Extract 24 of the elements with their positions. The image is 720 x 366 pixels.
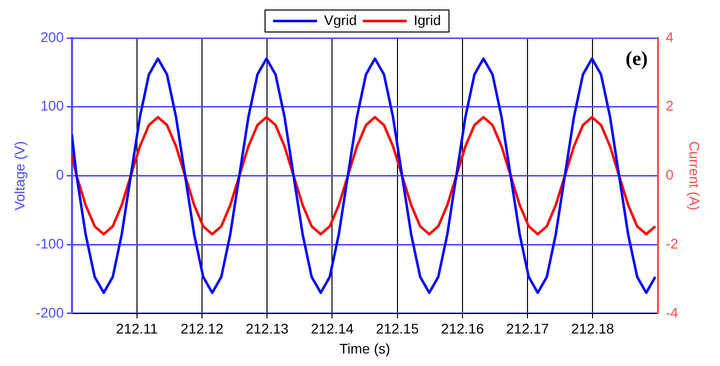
- x-tick-label: 212.18: [571, 320, 614, 337]
- y-tick-label: 200: [40, 28, 64, 45]
- y2-axis-title: Current (A): [686, 141, 703, 210]
- y2-tick-label: 4: [666, 28, 674, 45]
- y-axis-title: Voltage (V): [11, 141, 28, 210]
- x-tick-label: 212.12: [180, 320, 224, 337]
- y-tick-label: 0: [56, 166, 64, 183]
- x-tick-label: 212.14: [310, 320, 354, 337]
- x-axis-title: Time (s): [339, 340, 390, 356]
- x-tick-label: 212.13: [246, 320, 289, 337]
- x-tick-label: 212.15: [376, 320, 419, 337]
- y-tick-label: -100: [36, 235, 64, 252]
- y2-tick-label: 0: [666, 166, 674, 183]
- y2-tick-label: -2: [666, 235, 678, 252]
- x-tick-label: 212.16: [441, 320, 484, 337]
- y2-tick-label: -4: [666, 304, 678, 320]
- annotation: (e): [626, 48, 648, 70]
- y-tick-label: -200: [36, 304, 64, 320]
- x-tick-label: 212.17: [506, 320, 550, 337]
- x-tick-label: 212.11: [116, 320, 158, 337]
- legend-label: Vgrid: [324, 12, 357, 28]
- y2-tick-label: 2: [666, 98, 674, 114]
- y-tick-label: 100: [40, 98, 64, 114]
- legend-label: Igrid: [414, 12, 441, 28]
